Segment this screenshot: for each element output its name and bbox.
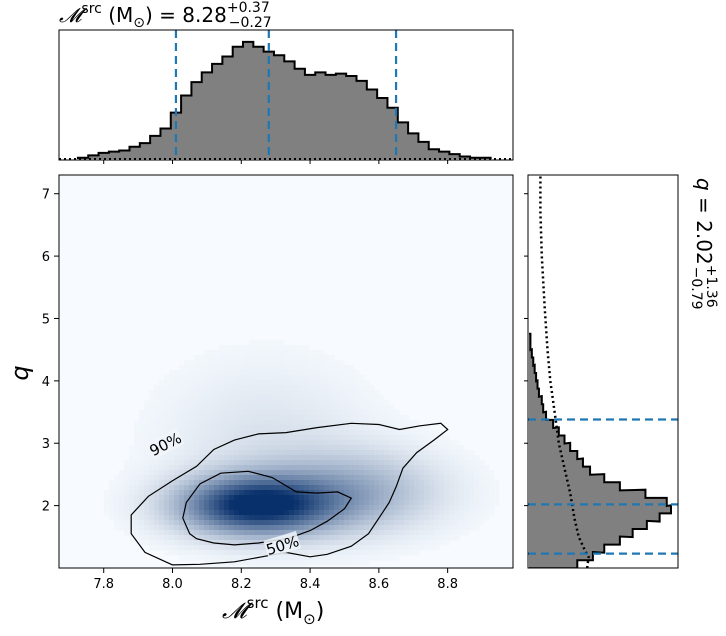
right-prior-dotted-curve <box>539 175 590 568</box>
right-histogram-outline <box>529 332 672 568</box>
top-panel-frame <box>58 29 514 161</box>
title-unit-close: ) <box>145 3 153 27</box>
x-tick-label-2: 8.2 <box>231 577 252 592</box>
right-title-minus-error: −0.79 <box>688 267 704 310</box>
top-histogram-outline <box>76 40 492 159</box>
contour-50 <box>182 470 353 546</box>
right-marginal-panel: q = 2.02+1.36−0.79 <box>524 174 719 569</box>
top-histogram-fill <box>77 41 491 159</box>
title-sup: src <box>81 1 101 17</box>
joint-panel-frame <box>58 174 514 569</box>
y-tick-label-1: 3 <box>42 437 50 452</box>
title-unit-sub: ⊙ <box>133 15 145 31</box>
y-tick-label-4: 6 <box>42 250 50 265</box>
x-label-unit-sub: ⊙ <box>303 610 316 628</box>
y-tick-label-3: 5 <box>42 312 50 327</box>
top-x-ticks <box>103 160 449 164</box>
q-symbol: q <box>692 178 716 191</box>
top-marginal-title: 𝓜src (M⊙) = 8.28+0.37 −0.27 <box>59 0 272 31</box>
x-axis-label: 𝓜src (M⊙) <box>222 594 324 628</box>
title-value: = 8.28 <box>153 3 227 27</box>
y-tick-label-5: 7 <box>42 188 50 203</box>
right-title-plus-error: +1.36 <box>703 265 719 308</box>
right-histogram-fill <box>529 333 671 568</box>
top-credible-interval-lines <box>174 30 398 160</box>
y-axis-label: q <box>6 365 34 380</box>
x-tick-label-1: 8.0 <box>162 577 183 592</box>
x-label-unit: (M <box>269 599 304 624</box>
right-marginal-title: q = 2.02+1.36−0.79 <box>688 178 719 310</box>
x-tick-label-0: 7.8 <box>93 577 114 592</box>
joint-y-ticks: 2 3 4 5 6 7 <box>42 188 59 515</box>
x-tick-label-5: 8.8 <box>437 577 458 592</box>
right-panel-frame <box>527 174 679 569</box>
title-unit: (M <box>102 3 133 27</box>
right-y-ticks <box>524 193 528 507</box>
x-label-unit-close: ) <box>316 599 325 624</box>
y-tick-label-0: 2 <box>42 500 50 515</box>
top-marginal-panel: 𝓜src (M⊙) = 8.28+0.37 −0.27 <box>58 0 514 164</box>
y-tick-label-2: 4 <box>42 375 50 390</box>
title-minus-error: −0.27 <box>229 15 272 31</box>
title-plus-error: +0.37 <box>227 0 270 16</box>
joint-x-ticks: 7.8 8.0 8.2 8.4 8.6 8.8 <box>93 568 458 592</box>
x-label-sup: src <box>247 594 269 612</box>
contour-90 <box>130 422 449 566</box>
right-title-value: = 2.02 <box>692 191 716 265</box>
right-credible-interval-lines <box>528 418 678 555</box>
x-tick-label-4: 8.6 <box>369 577 390 592</box>
x-tick-label-3: 8.4 <box>300 577 321 592</box>
